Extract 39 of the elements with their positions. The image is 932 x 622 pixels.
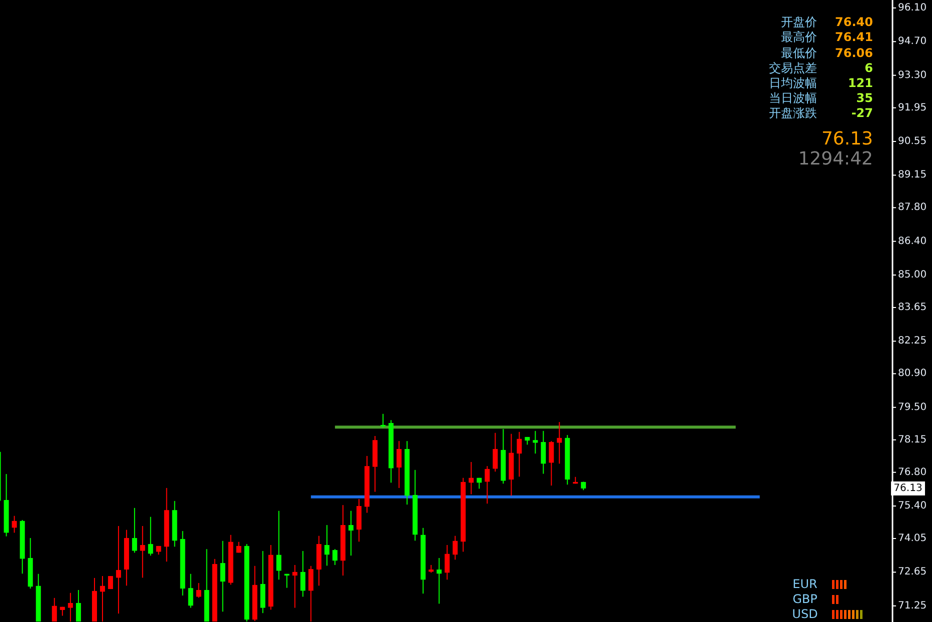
y-tick-label: 89.15 — [898, 170, 927, 181]
y-tick-label: 72.65 — [898, 566, 927, 578]
annotation: 开盘价 — [781, 15, 817, 29]
y-tick-label: 76.80 — [898, 466, 927, 478]
y-tick-label: 90.55 — [898, 136, 927, 147]
annotation: 日均波幅 — [769, 76, 817, 90]
annotation: 6 — [864, 61, 873, 75]
y-tick-label: 86.40 — [898, 236, 927, 247]
y-tick-label: 91.95 — [898, 102, 927, 114]
annotation: 最高价 — [781, 30, 817, 44]
annotation: 121 — [848, 76, 873, 90]
annotation: EUR — [792, 577, 818, 591]
y-tick-label: 87.80 — [898, 202, 927, 214]
annotation: 76.13 — [894, 482, 922, 494]
y-tick-label: 83.65 — [898, 302, 927, 314]
y-tick-label: 94.70 — [898, 36, 927, 48]
annotation: 开盘涨跌 — [769, 106, 817, 120]
y-tick-label: 71.25 — [898, 600, 927, 612]
y-tick-label: 85.00 — [898, 270, 927, 281]
annotation: 35 — [856, 91, 873, 105]
annotation: 76.40 — [835, 15, 873, 29]
annotation: USD — [792, 607, 818, 621]
annotation: 当日波幅 — [769, 91, 817, 105]
y-tick-label: 74.05 — [898, 533, 927, 544]
y-tick-label: 93.30 — [898, 70, 927, 81]
y-tick-label: 79.50 — [898, 402, 927, 413]
annotation: 1294:42 — [798, 148, 873, 170]
annotation: 76.13 — [821, 128, 873, 150]
y-tick-label: 78.15 — [898, 434, 927, 446]
annotation: 76.41 — [835, 30, 873, 44]
y-tick-label: 75.40 — [898, 500, 927, 512]
annotation: 交易点差 — [769, 61, 817, 75]
y-tick-label: 80.90 — [898, 368, 927, 380]
annotation: GBP — [792, 592, 818, 606]
annotation: -27 — [851, 106, 873, 120]
y-tick-label: 82.25 — [898, 336, 927, 347]
annotation: 76.06 — [835, 46, 873, 60]
y-tick-label: 96.10 — [898, 2, 927, 14]
annotation: 最低价 — [781, 46, 817, 60]
